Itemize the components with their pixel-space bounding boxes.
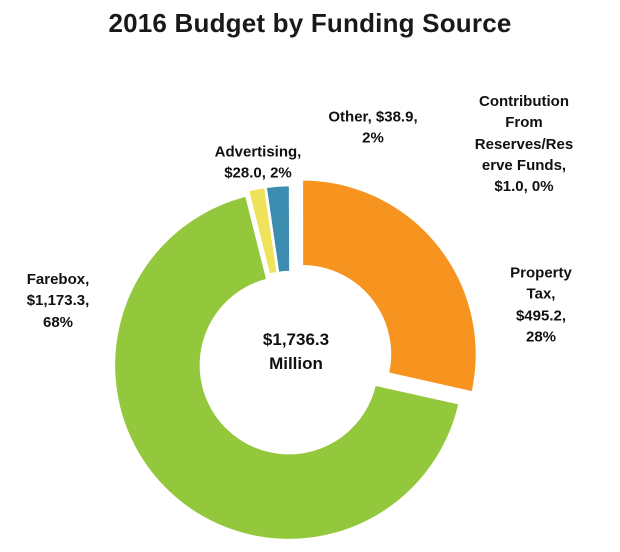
slice-label-farebox: Farebox, $1,173.3, 68% — [26, 271, 90, 331]
slice-farebox[interactable] — [112, 194, 461, 542]
chart-title: 2016 Budget by Funding Source — [108, 8, 512, 38]
donut-center-total: $1,736.3 Million — [262, 330, 330, 373]
slice-contribution-from-reserves-reserve-funds[interactable] — [289, 183, 293, 274]
slice-label-advertising: Advertising, $28.0, 2% — [214, 143, 302, 182]
slice-label-other: Other, $38.9, 2% — [328, 108, 418, 147]
slice-property-tax[interactable] — [300, 178, 479, 394]
slice-label-property-tax: Property Tax, $495.2, 28% — [510, 264, 572, 346]
slice-label-contribution-from-reserves: Contribution From Reserves/Res erve Fund… — [474, 92, 574, 195]
